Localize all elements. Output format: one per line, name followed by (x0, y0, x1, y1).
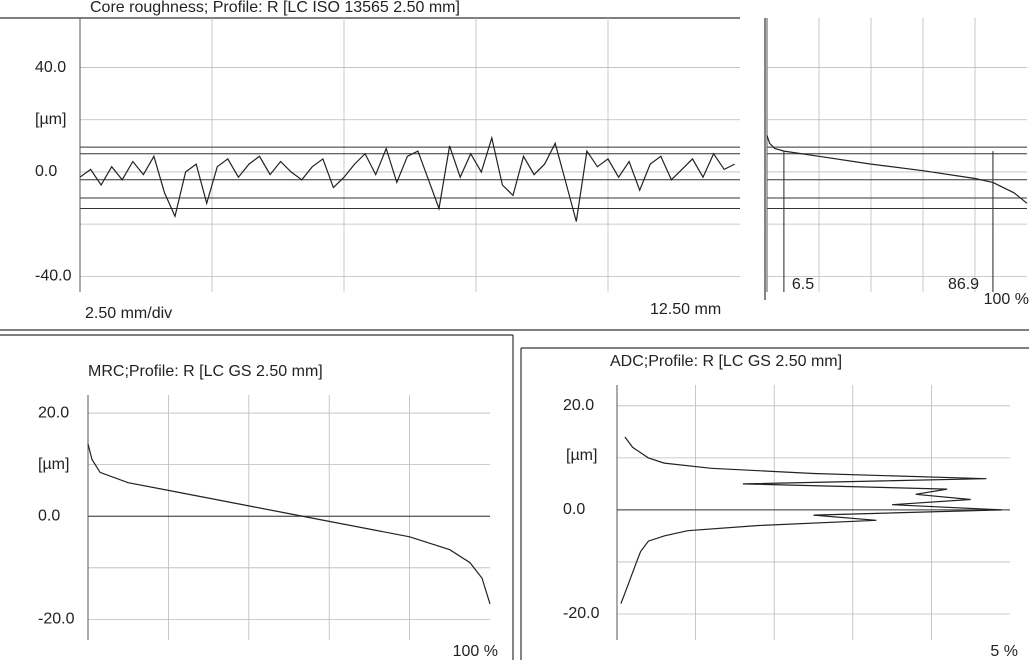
y-axis-label: [µm] (35, 111, 66, 128)
x-tick-label: 5 % (990, 643, 1018, 660)
y-tick-label: 20.0 (563, 397, 594, 414)
y-tick-label: -40.0 (35, 268, 72, 285)
y-tick-label: -20.0 (563, 605, 600, 622)
x-tick-label: 6.5 (792, 276, 814, 293)
data-line (87, 443, 491, 605)
x-tick-label: 100 % (453, 643, 498, 660)
chart-title: MRC;Profile: R [LC GS 2.50 mm] (88, 363, 323, 380)
y-axis-label: [µm] (38, 456, 69, 473)
x-tick-label: 86.9 (948, 276, 979, 293)
y-tick-label: 0.0 (38, 507, 60, 524)
y-axis-label: [µm] (566, 447, 597, 464)
x-tick-label: 100 % (984, 291, 1029, 308)
chart-title: Core roughness; Profile: R [LC ISO 13565… (90, 0, 460, 16)
y-tick-label: 0.0 (35, 163, 57, 180)
data-line (620, 436, 1003, 604)
chart-title: ADC;Profile: R [LC GS 2.50 mm] (610, 353, 842, 370)
data-line (79, 135, 735, 222)
y-tick-label: -20.0 (38, 611, 75, 628)
x-axis-label: 2.50 mm/div (85, 305, 172, 322)
y-tick-label: 20.0 (38, 404, 69, 421)
data-line (766, 135, 1028, 204)
length-label: 12.50 mm (650, 301, 721, 318)
y-tick-label: 0.0 (563, 501, 585, 518)
y-tick-label: 40.0 (35, 59, 66, 76)
